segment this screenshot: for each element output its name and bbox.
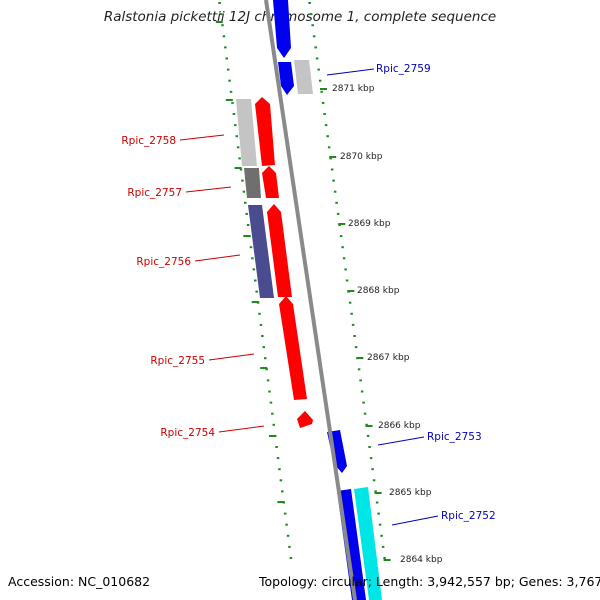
gene-block-slate (248, 205, 274, 298)
chromosome-backbone (264, 0, 357, 600)
gene-block-blue (278, 62, 294, 95)
scale-label: 2864 kbp (400, 555, 443, 565)
gene-label[interactable]: Rpic_2753 (427, 431, 482, 443)
backbone-line (264, 0, 357, 600)
gene-block-red (262, 166, 279, 198)
gene-features (236, 0, 382, 600)
gene-block-dark-gray (244, 168, 261, 198)
scale-label: 2866 kbp (378, 421, 421, 431)
gene-block-red (267, 204, 292, 297)
gene-block-cyan (354, 487, 382, 600)
scale-label: 2867 kbp (367, 353, 410, 363)
gene-label[interactable]: Rpic_2754 (160, 427, 215, 439)
gene-block-gray (236, 99, 257, 166)
scale-label: 2868 kbp (357, 286, 400, 296)
gene-block-blue (273, 0, 291, 58)
genome-summary-text: Topology: circular; Length: 3,942,557 bp… (259, 574, 600, 589)
gene-leader-line (377, 436, 425, 446)
gene-leader-line (326, 68, 375, 76)
gene-leader-line (185, 186, 232, 193)
gene-label[interactable]: Rpic_2752 (441, 510, 496, 522)
gene-block-red (255, 97, 275, 166)
gene-label[interactable]: Rpic_2755 (150, 355, 205, 367)
map-title: Ralstonia pickettii 12J chromosome 1, co… (103, 9, 497, 25)
left-scale-ticks (215, 2, 293, 559)
scale-label: 2871 kbp (332, 84, 375, 94)
gene-leader-line (194, 254, 241, 262)
gene-leader-line (208, 353, 255, 361)
gene-label[interactable]: Rpic_2757 (127, 187, 182, 199)
gene-labels: Rpic_2759 Rpic_2758 Rpic_2757 Rpic_2756 Rpic… (121, 63, 496, 526)
gene-label[interactable]: Rpic_2759 (376, 63, 431, 75)
gene-block-red (279, 296, 307, 400)
gene-leader-line (391, 515, 439, 526)
scale-label: 2870 kbp (340, 152, 383, 162)
gene-block-red (297, 411, 313, 428)
scale-label: 2869 kbp (348, 219, 391, 229)
gene-label[interactable]: Rpic_2758 (121, 135, 176, 147)
scale-label: 2865 kbp (389, 488, 432, 498)
accession-text: Accession: NC_010682 (8, 574, 151, 589)
gene-leader-line (179, 134, 225, 141)
gene-label[interactable]: Rpic_2756 (136, 256, 191, 268)
gene-block-gray (294, 60, 313, 94)
right-scale-ticks (308, 2, 391, 561)
gene-leader-line (218, 425, 265, 433)
scale-labels: 2871 kbp 2870 kbp 2869 kbp 2868 kbp 2867 kbp… (332, 84, 443, 565)
